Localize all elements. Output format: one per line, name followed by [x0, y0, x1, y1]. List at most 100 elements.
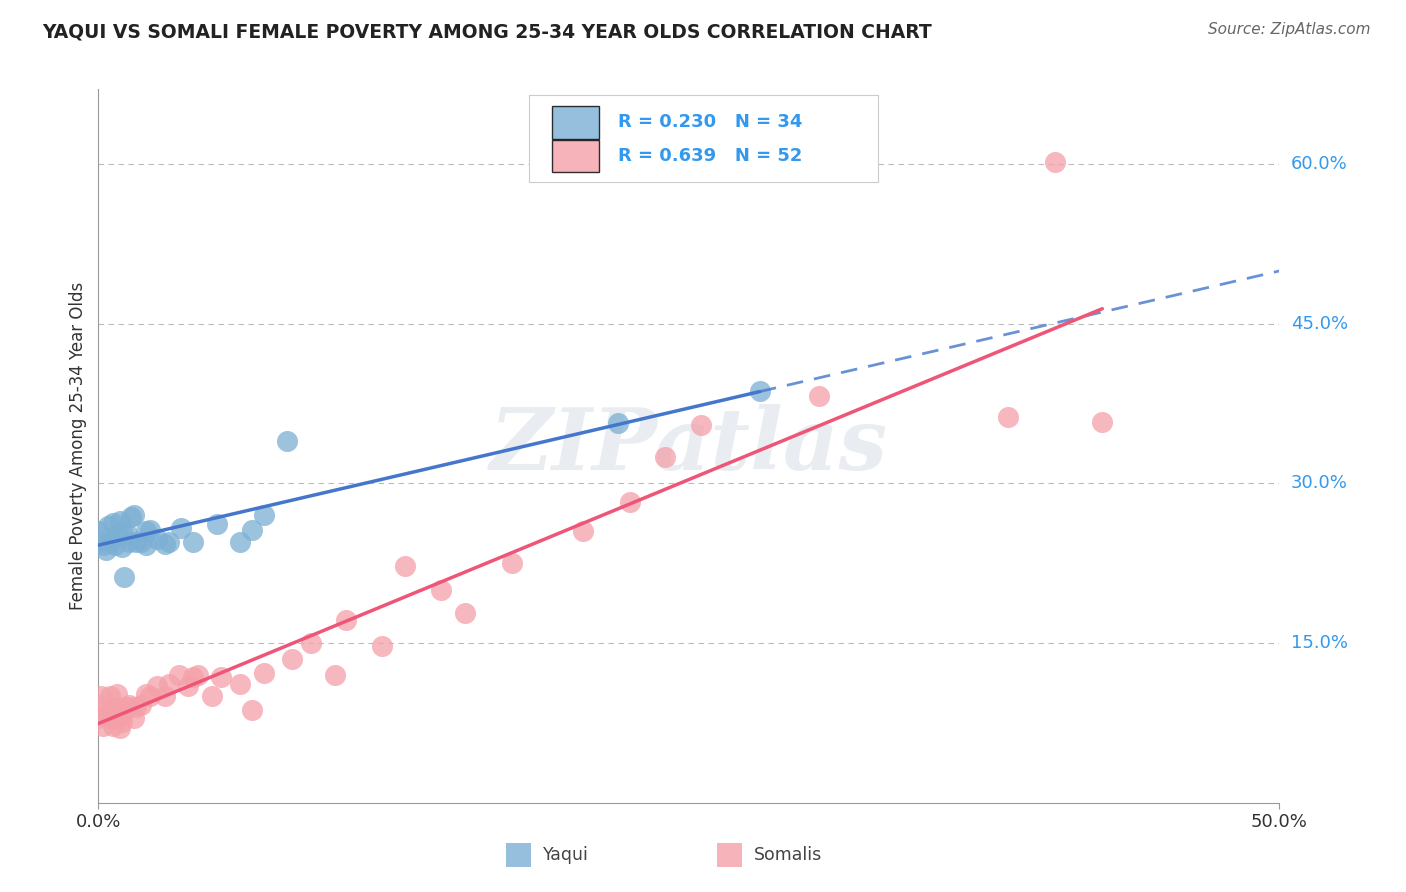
Point [129, 698, 152, 712]
Point [105, 700, 128, 714]
Point [229, 534, 252, 549]
Point [607, 416, 630, 430]
Point [167, 668, 190, 682]
Point [170, 521, 193, 535]
Point [115, 527, 138, 541]
Point [91, 538, 114, 552]
Point [748, 384, 770, 398]
Point [125, 700, 148, 714]
Point [97, 519, 120, 533]
Point [97, 710, 120, 724]
Point [153, 690, 176, 704]
Point [90, 690, 112, 704]
Point [157, 676, 180, 690]
Point [98, 690, 121, 704]
Point [997, 410, 1019, 425]
Y-axis label: Female Poverty Among 25-34 Year Olds: Female Poverty Among 25-34 Year Olds [69, 282, 87, 610]
Point [101, 719, 124, 733]
Point [111, 524, 134, 539]
FancyBboxPatch shape [553, 140, 599, 172]
Point [177, 679, 200, 693]
Text: 45.0%: 45.0% [1291, 315, 1348, 333]
Point [139, 523, 162, 537]
Point [654, 450, 676, 464]
Point [108, 514, 131, 528]
Point [209, 670, 232, 684]
Point [276, 434, 298, 448]
Point [453, 606, 475, 620]
FancyBboxPatch shape [530, 95, 877, 182]
Point [105, 687, 128, 701]
Text: YAQUI VS SOMALI FEMALE POVERTY AMONG 25-34 YEAR OLDS CORRELATION CHART: YAQUI VS SOMALI FEMALE POVERTY AMONG 25-… [42, 22, 932, 41]
Text: Source: ZipAtlas.com: Source: ZipAtlas.com [1208, 22, 1371, 37]
Point [105, 527, 128, 541]
Point [98, 534, 121, 549]
Point [201, 690, 224, 704]
Point [205, 516, 228, 531]
Point [157, 534, 180, 549]
Point [118, 534, 141, 549]
Text: Yaqui: Yaqui [543, 846, 589, 864]
Point [111, 708, 134, 723]
Point [689, 417, 711, 432]
Point [125, 534, 148, 549]
Point [181, 670, 204, 684]
Text: Somalis: Somalis [754, 846, 823, 864]
Point [394, 559, 416, 574]
Point [94, 708, 117, 723]
Point [104, 710, 127, 724]
Point [129, 534, 152, 549]
Point [101, 516, 124, 530]
Point [139, 690, 162, 704]
Point [122, 710, 145, 724]
Point [807, 389, 830, 403]
Point [108, 721, 131, 735]
Point [1091, 415, 1114, 429]
FancyBboxPatch shape [553, 106, 599, 139]
Point [281, 652, 304, 666]
Point [87, 698, 110, 712]
Point [253, 665, 276, 680]
Point [87, 524, 110, 539]
Point [94, 543, 117, 558]
Point [146, 532, 169, 546]
Point [112, 570, 135, 584]
Point [121, 510, 143, 524]
Point [112, 703, 135, 717]
Point [619, 495, 641, 509]
Text: R = 0.639   N = 52: R = 0.639 N = 52 [619, 147, 803, 165]
Point [240, 523, 263, 537]
Text: R = 0.230   N = 34: R = 0.230 N = 34 [619, 113, 803, 131]
Point [153, 537, 176, 551]
Point [299, 636, 322, 650]
Point [111, 540, 134, 554]
Point [135, 524, 157, 539]
Point [122, 508, 145, 523]
Point [181, 534, 204, 549]
Text: 60.0%: 60.0% [1291, 154, 1347, 173]
Text: 15.0%: 15.0% [1291, 634, 1347, 652]
Point [104, 538, 127, 552]
Point [501, 556, 523, 570]
Text: 30.0%: 30.0% [1291, 475, 1347, 492]
Point [430, 582, 453, 597]
Point [253, 508, 276, 523]
Point [135, 687, 157, 701]
Point [229, 676, 252, 690]
Point [1043, 154, 1066, 169]
Point [187, 668, 209, 682]
Point [115, 700, 138, 714]
Point [323, 668, 346, 682]
Text: ZIPatlas: ZIPatlas [489, 404, 889, 488]
Point [335, 613, 357, 627]
Point [118, 698, 141, 712]
Point [91, 719, 114, 733]
Point [87, 534, 110, 549]
Point [87, 710, 110, 724]
Point [146, 679, 169, 693]
Point [240, 703, 263, 717]
Point [98, 706, 121, 720]
Point [135, 538, 157, 552]
Point [371, 639, 394, 653]
Point [111, 714, 134, 729]
